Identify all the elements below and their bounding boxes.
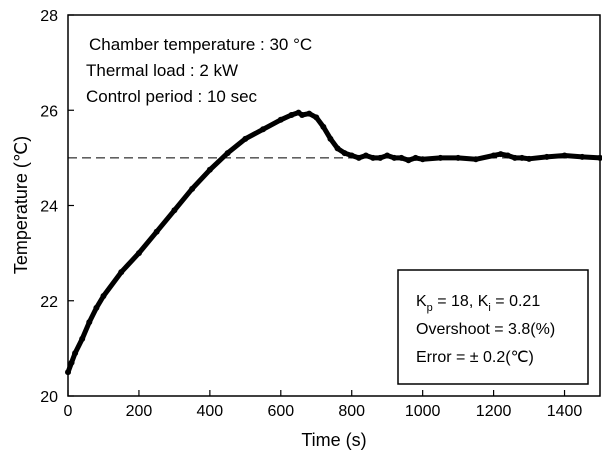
annotation-thermal-load: Thermal load : 2 kW (86, 61, 238, 80)
data-point (377, 155, 383, 161)
data-point (93, 305, 99, 311)
data-point (288, 112, 294, 118)
data-point (491, 152, 497, 158)
data-point (473, 156, 479, 162)
data-point (519, 155, 525, 161)
data-point (69, 360, 75, 366)
data-point (100, 293, 106, 299)
data-point (370, 155, 376, 161)
data-point (278, 117, 284, 123)
y-axis-label: Temperature (℃) (11, 136, 31, 274)
data-point (437, 155, 443, 161)
data-point (225, 150, 231, 156)
data-point (405, 157, 411, 163)
data-point (498, 151, 504, 157)
kp-symbol: K (416, 293, 427, 310)
data-point (327, 136, 333, 142)
data-point (136, 250, 142, 256)
data-point (335, 145, 341, 151)
data-point (118, 269, 124, 275)
data-point (171, 207, 177, 213)
data-point (562, 152, 568, 158)
data-point (65, 369, 71, 375)
data-point (306, 111, 312, 117)
kp-value: = 18, (433, 293, 478, 310)
data-point (154, 229, 160, 235)
y-axis-ticks: 20 22 24 26 28 (40, 8, 74, 406)
data-point (242, 136, 248, 142)
x-tick-label: 1000 (405, 403, 441, 420)
data-point (207, 167, 213, 173)
x-tick-label: 1400 (547, 403, 583, 420)
data-point (356, 155, 362, 161)
data-point (544, 154, 550, 160)
data-point (512, 155, 518, 161)
x-tick-label: 600 (267, 403, 294, 420)
data-point (342, 150, 348, 156)
data-point (86, 319, 92, 325)
x-tick-label: 400 (197, 403, 224, 420)
data-point (526, 156, 532, 162)
annotation-control-period: Control period : 10 sec (86, 87, 258, 106)
data-point (420, 156, 426, 162)
data-point (398, 155, 404, 161)
data-point (349, 152, 355, 158)
annotation-chamber-temperature: Chamber temperature : 30 °C (89, 35, 312, 54)
data-point (189, 186, 195, 192)
data-point (579, 154, 585, 160)
data-point (320, 124, 326, 130)
data-point (313, 114, 319, 120)
data-point (391, 155, 397, 161)
x-axis-ticks: 0 200 400 600 800 1000 1200 1400 (64, 390, 583, 420)
y-tick-label: 24 (40, 199, 58, 216)
data-point (72, 350, 78, 356)
overshoot-annotation: Overshoot = 3.8(%) (416, 321, 555, 338)
x-axis-label: Time (s) (301, 430, 366, 450)
ki-symbol: K (478, 293, 489, 310)
x-tick-label: 200 (126, 403, 153, 420)
data-point (455, 155, 461, 161)
data-point (505, 152, 511, 158)
data-point (363, 152, 369, 158)
x-tick-label: 0 (64, 403, 73, 420)
x-tick-label: 800 (338, 403, 365, 420)
y-tick-label: 28 (40, 8, 58, 25)
data-point (413, 155, 419, 161)
data-point (260, 126, 266, 132)
x-tick-label: 1200 (476, 403, 512, 420)
y-tick-label: 22 (40, 294, 58, 311)
data-point (299, 112, 305, 118)
data-point (79, 336, 85, 342)
y-tick-label: 20 (40, 389, 58, 406)
ki-value: = 0.21 (491, 293, 540, 310)
y-tick-label: 26 (40, 103, 58, 120)
data-point (384, 152, 390, 158)
error-annotation: Error = ± 0.2(℃) (416, 349, 534, 366)
